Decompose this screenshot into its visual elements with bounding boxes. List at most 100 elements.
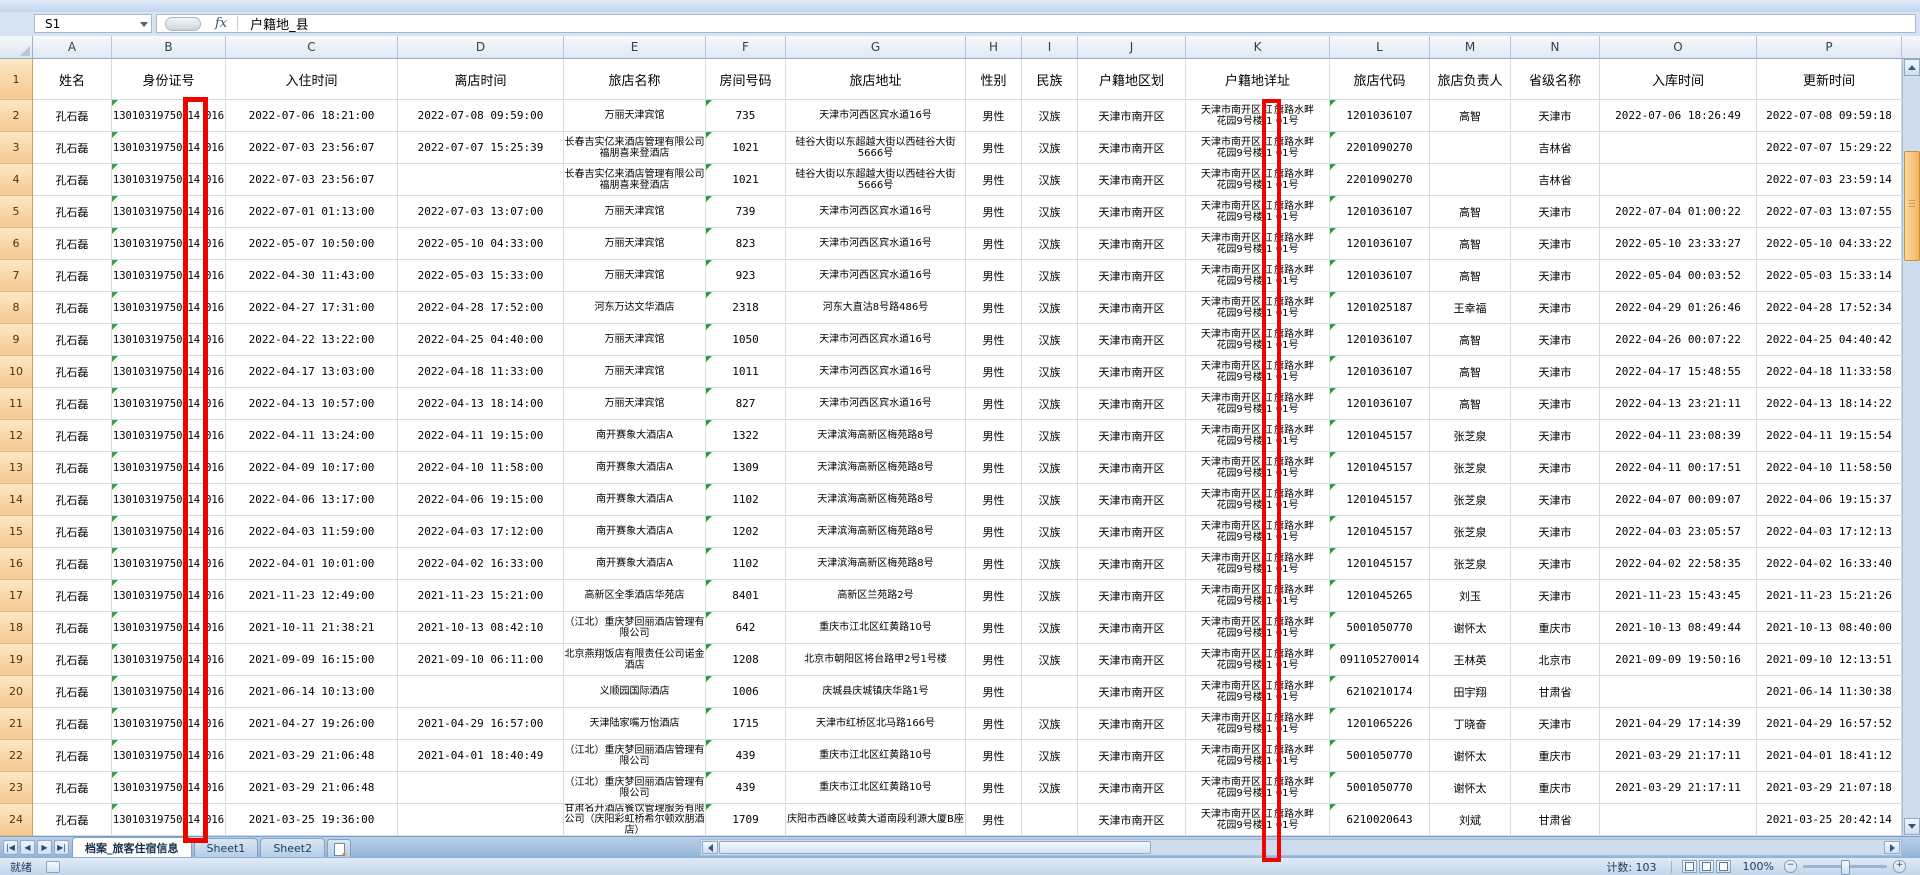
cell-ethnic[interactable]: 汉族: [1022, 740, 1078, 772]
header-cell-L[interactable]: 旅店代码: [1330, 59, 1430, 100]
cell-gender[interactable]: 男性: [966, 644, 1022, 676]
cell-manager[interactable]: 田宇翔: [1430, 676, 1511, 708]
cell-updated[interactable]: 2021-09-10 12:13:51: [1757, 644, 1902, 676]
cell-gender[interactable]: 男性: [966, 356, 1022, 388]
cell-name[interactable]: 孔石磊: [33, 580, 112, 612]
scroll-up-button[interactable]: [1904, 59, 1920, 76]
cell-id[interactable]: 13010319750 14 016: [112, 708, 226, 740]
cell-manager[interactable]: 高智: [1430, 388, 1511, 420]
cell-hotel[interactable]: 河东万达文华酒店: [564, 292, 706, 324]
cell-checkout[interactable]: 2022-04-18 11:33:00: [398, 356, 564, 388]
cell-checkin[interactable]: 2021-11-23 12:49:00: [226, 580, 398, 612]
cell-checkin[interactable]: 2022-07-06 18:21:00: [226, 100, 398, 132]
cell-gender[interactable]: 男性: [966, 260, 1022, 292]
cell-checkin[interactable]: 2021-03-29 21:06:48: [226, 740, 398, 772]
cell-room[interactable]: 1006: [706, 676, 786, 708]
cell-updated[interactable]: 2021-06-14 11:30:38: [1757, 676, 1902, 708]
cell-code[interactable]: 091105270014: [1330, 644, 1430, 676]
cell-checkout[interactable]: 2022-07-03 13:07:00: [398, 196, 564, 228]
header-cell-D[interactable]: 离店时间: [398, 59, 564, 100]
cell-manager[interactable]: 刘玉: [1430, 580, 1511, 612]
column-header-A[interactable]: A: [33, 36, 112, 59]
cell-hotel[interactable]: 高新区全季酒店华苑店: [564, 580, 706, 612]
cell-ethnic[interactable]: 汉族: [1022, 260, 1078, 292]
cell-manager[interactable]: 张芝泉: [1430, 484, 1511, 516]
row-header-17[interactable]: 17: [0, 580, 33, 612]
row-header-21[interactable]: 21: [0, 708, 33, 740]
column-header-I[interactable]: I: [1022, 36, 1078, 59]
cell-manager[interactable]: 高智: [1430, 260, 1511, 292]
cell-region[interactable]: 天津市南开区: [1078, 644, 1186, 676]
cell-code[interactable]: 2201090270: [1330, 132, 1430, 164]
cell-name[interactable]: 孔石磊: [33, 484, 112, 516]
cell-name[interactable]: 孔石磊: [33, 516, 112, 548]
cell-gender[interactable]: 男性: [966, 580, 1022, 612]
cell-ethnic[interactable]: [1022, 804, 1078, 836]
cell-code[interactable]: 1201045157: [1330, 516, 1430, 548]
cell-hotel[interactable]: 南开赛象大酒店A: [564, 484, 706, 516]
cell-haddr[interactable]: 天津市南开区红旗路水畔 花园9号楼 1 01号: [1186, 580, 1330, 612]
cell-name[interactable]: 孔石磊: [33, 388, 112, 420]
cell-name[interactable]: 孔石磊: [33, 612, 112, 644]
cell-room[interactable]: 8401: [706, 580, 786, 612]
cell-checkin[interactable]: 2021-09-09 16:15:00: [226, 644, 398, 676]
cell-province[interactable]: 天津市: [1511, 708, 1600, 740]
cell-province[interactable]: 天津市: [1511, 516, 1600, 548]
cell-stored[interactable]: 2021-11-23 15:43:45: [1600, 580, 1757, 612]
row-header-24[interactable]: 24: [0, 804, 33, 836]
cell-name[interactable]: 孔石磊: [33, 292, 112, 324]
cell-haddr[interactable]: 天津市南开区红旗路水畔 花园9号楼 1 01号: [1186, 356, 1330, 388]
view-normal-icon[interactable]: [1681, 860, 1697, 873]
cell-name[interactable]: 孔石磊: [33, 452, 112, 484]
cell-ethnic[interactable]: 汉族: [1022, 228, 1078, 260]
cell-gender[interactable]: 男性: [966, 548, 1022, 580]
cell-gender[interactable]: 男性: [966, 420, 1022, 452]
cell-haddr[interactable]: 天津市南开区红旗路水畔 花园9号楼 1 01号: [1186, 708, 1330, 740]
cell-ethnic[interactable]: 汉族: [1022, 484, 1078, 516]
cell-region[interactable]: 天津市南开区: [1078, 388, 1186, 420]
cell-id[interactable]: 13010319750 14 016: [112, 548, 226, 580]
cell-room[interactable]: 1011: [706, 356, 786, 388]
cell-name[interactable]: 孔石磊: [33, 260, 112, 292]
tab-scroll-last-button[interactable]: ▶|: [54, 840, 69, 855]
cell-gender[interactable]: 男性: [966, 804, 1022, 836]
cell-code[interactable]: 5001050770: [1330, 772, 1430, 804]
tab-scroll-next-button[interactable]: ▶: [37, 840, 52, 855]
cell-manager[interactable]: 高智: [1430, 228, 1511, 260]
cell-room[interactable]: 1208: [706, 644, 786, 676]
cell-haddr[interactable]: 天津市南开区红旗路水畔 花园9号楼 1 01号: [1186, 196, 1330, 228]
cell-updated[interactable]: 2021-04-01 18:41:12: [1757, 740, 1902, 772]
cell-room[interactable]: 823: [706, 228, 786, 260]
cell-gender[interactable]: 男性: [966, 708, 1022, 740]
cell-hotel[interactable]: 甘肃名开酒店餐饮管理服务有限公司（庆阳彩虹桥希尔顿欢朋酒店）: [564, 804, 706, 836]
cell-hotel[interactable]: 万丽天津宾馆: [564, 100, 706, 132]
header-cell-N[interactable]: 省级名称: [1511, 59, 1600, 100]
cell-hotel[interactable]: 长春吉实亿来酒店管理有限公司福朋喜来登酒店: [564, 164, 706, 196]
cell-id[interactable]: 13010319750 14 016: [112, 100, 226, 132]
cell-haddr[interactable]: 天津市南开区红旗路水畔 花园9号楼 1 01号: [1186, 548, 1330, 580]
cell-hotel[interactable]: 万丽天津宾馆: [564, 356, 706, 388]
cell-checkin[interactable]: 2022-04-01 10:01:00: [226, 548, 398, 580]
cell-addr[interactable]: 北京市朝阳区将台路甲2号1号楼: [786, 644, 966, 676]
row-header-4[interactable]: 4: [0, 164, 33, 196]
cell-manager[interactable]: 谢怀太: [1430, 612, 1511, 644]
cell-room[interactable]: 827: [706, 388, 786, 420]
cell-hotel[interactable]: 南开赛象大酒店A: [564, 516, 706, 548]
cell-addr[interactable]: 硅谷大街以东超越大街以西硅谷大街5666号: [786, 132, 966, 164]
cell-hotel[interactable]: 天津陆家嘴万怡酒店: [564, 708, 706, 740]
cell-gender[interactable]: 男性: [966, 452, 1022, 484]
cell-stored[interactable]: 2022-04-11 23:08:39: [1600, 420, 1757, 452]
column-header-J[interactable]: J: [1078, 36, 1186, 59]
cell-stored[interactable]: 2022-04-07 00:09:07: [1600, 484, 1757, 516]
cell-name[interactable]: 孔石磊: [33, 676, 112, 708]
cell-addr[interactable]: 天津滨海高新区梅苑路8号: [786, 548, 966, 580]
cell-haddr[interactable]: 天津市南开区红旗路水畔 花园9号楼 1 01号: [1186, 484, 1330, 516]
cell-name[interactable]: 孔石磊: [33, 100, 112, 132]
name-box[interactable]: S1: [34, 14, 152, 33]
cell-province[interactable]: 天津市: [1511, 356, 1600, 388]
cell-updated[interactable]: 2022-04-03 17:12:13: [1757, 516, 1902, 548]
cell-checkin[interactable]: 2022-04-11 13:24:00: [226, 420, 398, 452]
macro-record-icon[interactable]: [46, 860, 60, 873]
cell-updated[interactable]: 2021-11-23 15:21:26: [1757, 580, 1902, 612]
cell-room[interactable]: 1322: [706, 420, 786, 452]
